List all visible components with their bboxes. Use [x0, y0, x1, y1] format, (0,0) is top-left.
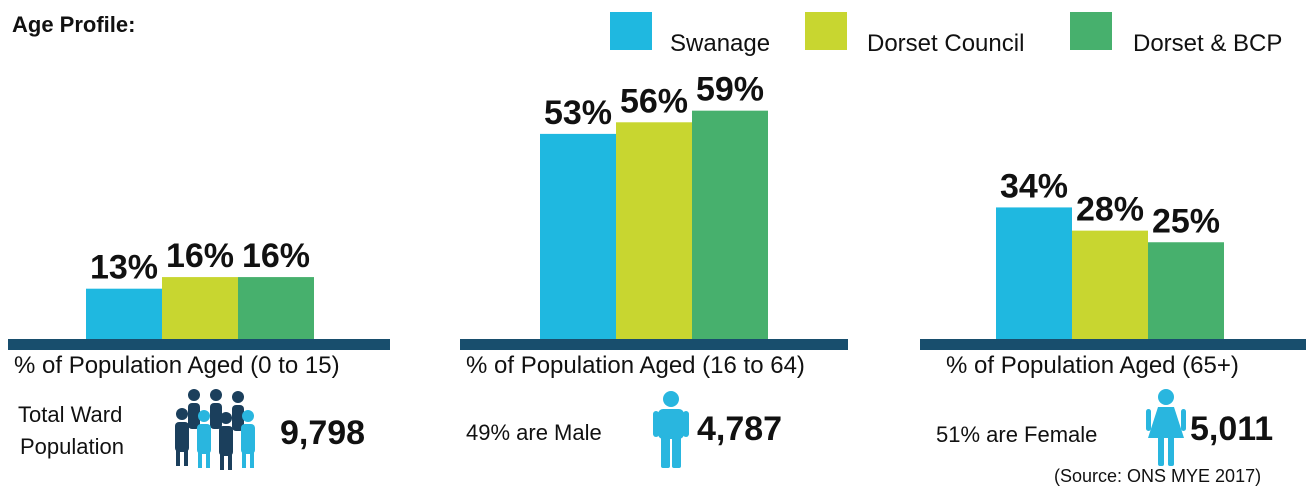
bar-16-64-dorset-council	[616, 122, 692, 339]
total-population-label-line1: Total Ward	[18, 402, 122, 428]
bar-label-16-64-dorset-bcp: 59%	[696, 71, 764, 109]
bar-label-0-15-dorset-council: 16%	[166, 237, 234, 275]
bar-65plus-swanage	[996, 207, 1072, 339]
bar-0-15-swanage	[86, 289, 162, 339]
baseline-16-64	[460, 339, 848, 350]
baseline-65plus	[920, 339, 1306, 350]
bar-65plus-dorset-bcp	[1148, 242, 1224, 339]
total-population-value: 9,798	[280, 414, 365, 453]
group-label-65plus: % of Population Aged (65+)	[946, 352, 1239, 380]
bar-label-65plus-swanage: 34%	[1000, 167, 1068, 205]
bar-16-64-dorset-bcp	[692, 111, 768, 339]
male-share-label: 49% are Male	[466, 420, 602, 446]
group-label-0-15: % of Population Aged (0 to 15)	[14, 352, 340, 380]
group-label-16-64: % of Population Aged (16 to 64)	[466, 352, 805, 380]
bar-label-65plus-dorset-bcp: 25%	[1152, 202, 1220, 240]
male-person-icon	[653, 390, 689, 468]
bar-65plus-dorset-council	[1072, 231, 1148, 339]
source-note: (Source: ONS MYE 2017)	[1054, 466, 1261, 487]
total-population-label-line2: Population	[20, 434, 124, 460]
bar-label-16-64-swanage: 53%	[544, 94, 612, 132]
baseline-0-15	[8, 339, 390, 350]
people-group-icon	[170, 388, 260, 472]
bar-label-16-64-dorset-council: 56%	[620, 82, 688, 120]
female-count-value: 5,011	[1190, 410, 1273, 449]
bar-0-15-dorset-council	[162, 277, 238, 339]
bar-label-0-15-dorset-bcp: 16%	[242, 237, 310, 275]
female-person-icon	[1146, 388, 1186, 468]
female-share-label: 51% are Female	[936, 422, 1097, 448]
male-count-value: 4,787	[697, 410, 782, 449]
bar-label-65plus-dorset-council: 28%	[1076, 191, 1144, 229]
bar-0-15-dorset-bcp	[238, 277, 314, 339]
bar-16-64-swanage	[540, 134, 616, 339]
bar-label-0-15-swanage: 13%	[90, 249, 158, 287]
